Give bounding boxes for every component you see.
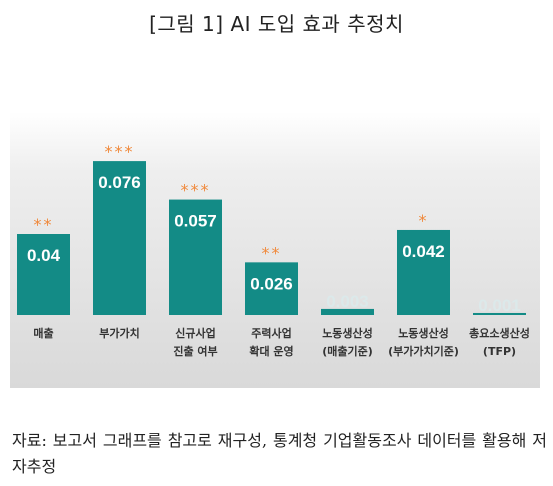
category-label: (TFP) [483,345,516,358]
category-label: 부가가치 [99,326,139,340]
bar [93,161,146,315]
bar [17,234,70,315]
significance-stars: *** [105,142,135,161]
category-label: 총요소생산성 [469,326,530,340]
category-label: 노동생산성 [398,326,449,340]
bar [397,229,450,315]
bar-value-label: 0.042 [402,242,445,261]
source-note: 자료: 보고서 그래프를 참고로 재구성, 통계청 기업활동조사 데이터를 활용… [12,431,547,476]
category-label: (매출기준) [322,344,373,358]
category-label: 진출 여부 [173,344,217,358]
significance-stars: * [419,211,429,230]
category-label: 신규사업 [175,326,215,340]
category-label: 매출 [33,326,53,340]
chart-title: [그림 1] AI 도입 효과 추정치 [149,12,404,36]
category-label: 확대 운영 [249,344,293,358]
bar [321,308,374,315]
category-label: (부가가치기준) [388,344,459,358]
bar-value-label: 0.057 [174,212,217,231]
significance-stars: *** [181,181,211,200]
bar [245,262,298,315]
bar [169,199,222,315]
bar [473,312,526,315]
category-label: 주력사업 [251,326,291,340]
bar-value-label: 0.076 [98,173,141,192]
bar-value-label: 0.026 [250,274,293,293]
significance-stars: ** [262,243,282,262]
bar-value-label: 0.001 [478,296,521,315]
bar-value-label: 0.04 [27,246,61,265]
significance-stars: ** [34,215,54,234]
bar-value-label: 0.003 [326,292,369,311]
category-label: 노동생산성 [322,326,373,340]
